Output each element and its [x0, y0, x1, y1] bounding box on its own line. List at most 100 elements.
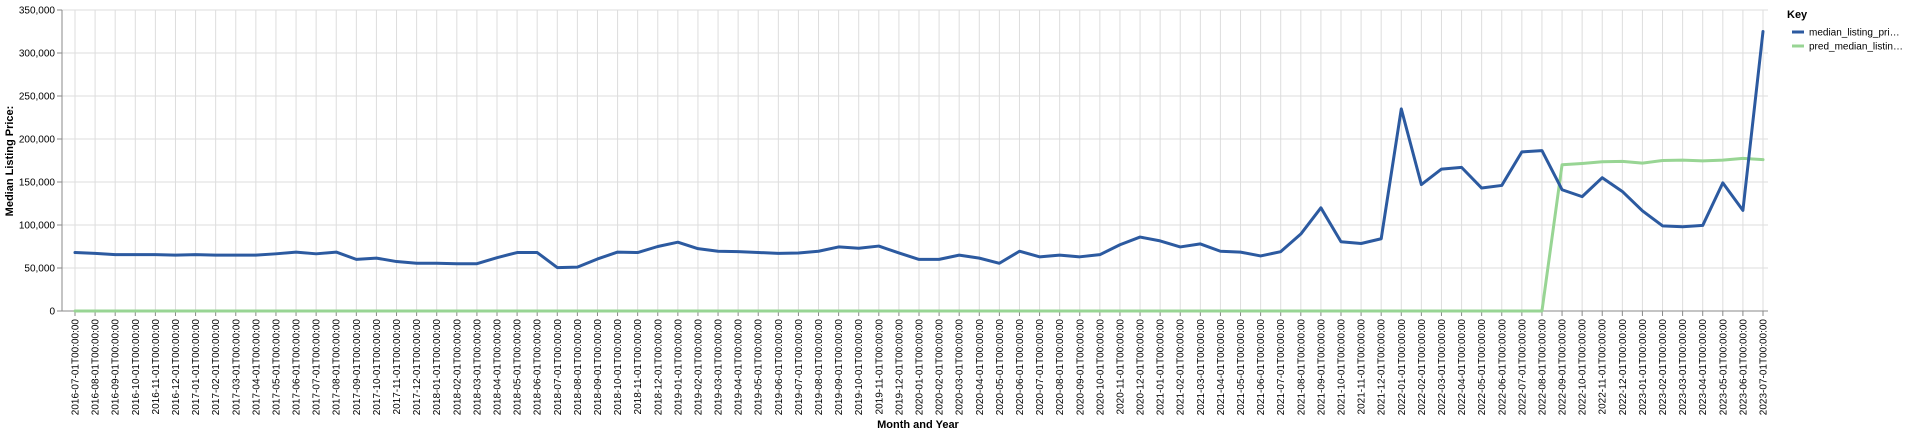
x-tick-label: 2016-12-01T00:00:00 [171, 319, 182, 416]
x-tick-label: 2019-11-01T00:00:00 [874, 319, 885, 415]
x-tick-label: 2020-06-01T00:00:00 [1015, 319, 1026, 416]
x-tick-label: 2021-02-01T00:00:00 [1176, 319, 1187, 416]
x-tick-label: 2017-04-01T00:00:00 [251, 319, 262, 416]
x-tick-label: 2023-05-01T00:00:00 [1718, 319, 1729, 416]
x-tick-label: 2020-11-01T00:00:00 [1115, 319, 1126, 415]
x-tick-label: 2021-11-01T00:00:00 [1357, 319, 1368, 415]
x-tick-label: 2020-02-01T00:00:00 [935, 319, 946, 416]
series-lines [73, 30, 1765, 313]
x-tick-label: 2019-05-01T00:00:00 [754, 319, 765, 416]
series-line [73, 30, 1765, 270]
y-tick-label: 300,000 [19, 49, 56, 60]
x-tick-label: 2017-12-01T00:00:00 [412, 319, 423, 416]
x-tick-label: 2016-08-01T00:00:00 [91, 319, 102, 416]
legend-label: median_listing_pri… [1809, 28, 1900, 39]
x-tick-label: 2018-06-01T00:00:00 [533, 319, 544, 416]
x-tick-label: 2019-09-01T00:00:00 [834, 319, 845, 416]
x-tick-label: 2022-05-01T00:00:00 [1477, 319, 1488, 416]
x-tick-label: 2018-10-01T00:00:00 [613, 319, 624, 416]
x-tick-label: 2016-09-01T00:00:00 [111, 319, 122, 416]
x-tick-label: 2017-10-01T00:00:00 [372, 319, 383, 416]
x-tick-label: 2017-08-01T00:00:00 [332, 319, 343, 416]
x-tick-label: 2023-04-01T00:00:00 [1698, 319, 1709, 416]
x-tick-label: 2017-11-01T00:00:00 [392, 319, 403, 415]
x-tick-label: 2017-07-01T00:00:00 [312, 319, 323, 416]
x-tick-label: 2022-08-01T00:00:00 [1537, 319, 1548, 416]
y-tick-label: 250,000 [19, 92, 56, 103]
x-tick-label: 2018-11-01T00:00:00 [633, 319, 644, 415]
legend-title: Key [1787, 9, 1808, 21]
x-tick-label: 2019-02-01T00:00:00 [693, 319, 704, 416]
x-tick-label: 2018-05-01T00:00:00 [513, 319, 524, 416]
x-tick-label: 2016-10-01T00:00:00 [131, 319, 142, 416]
x-tick-label: 2022-04-01T00:00:00 [1457, 319, 1468, 416]
x-tick-label: 2018-04-01T00:00:00 [493, 319, 504, 416]
x-tick-label: 2020-04-01T00:00:00 [975, 319, 986, 416]
y-tick-label: 0 [49, 307, 55, 318]
legend-label: pred_median_listin… [1809, 42, 1903, 53]
x-tick-label: 2017-09-01T00:00:00 [352, 319, 363, 416]
x-tick-label: 2019-04-01T00:00:00 [734, 319, 745, 416]
x-tick-label: 2021-06-01T00:00:00 [1256, 319, 1267, 416]
x-tick-label: 2018-01-01T00:00:00 [432, 319, 443, 416]
x-tick-label: 2021-04-01T00:00:00 [1216, 319, 1227, 416]
x-tick-label: 2016-11-01T00:00:00 [151, 319, 162, 415]
x-tick-label: 2021-08-01T00:00:00 [1296, 319, 1307, 416]
x-tick-label: 2020-09-01T00:00:00 [1075, 319, 1086, 416]
y-axis-title: Median Listing Price: [4, 106, 16, 217]
x-tick-label: 2017-01-01T00:00:00 [191, 319, 202, 416]
y-tick-label: 100,000 [19, 221, 56, 232]
y-tick-label: 200,000 [19, 135, 56, 146]
x-tick-label: 2018-02-01T00:00:00 [452, 319, 463, 416]
x-tick-label: 2017-03-01T00:00:00 [231, 319, 242, 416]
x-tick-label: 2020-01-01T00:00:00 [915, 319, 926, 416]
x-tick-label: 2019-12-01T00:00:00 [894, 319, 905, 416]
x-tick-label: 2016-07-01T00:00:00 [71, 319, 82, 416]
x-axis-ticks: 2016-07-01T00:00:00 2016-08-01T00:00:00 20… [71, 311, 1770, 415]
x-tick-label: 2022-11-01T00:00:00 [1598, 319, 1609, 415]
x-tick-label: 2022-06-01T00:00:00 [1497, 319, 1508, 416]
x-tick-label: 2021-01-01T00:00:00 [1156, 319, 1167, 416]
y-tick-label: 150,000 [19, 178, 56, 189]
x-axis-title: Month and Year [877, 419, 959, 431]
x-tick-label: 2022-03-01T00:00:00 [1437, 319, 1448, 416]
x-tick-label: 2022-09-01T00:00:00 [1558, 319, 1569, 416]
x-tick-label: 2020-03-01T00:00:00 [955, 319, 966, 416]
x-tick-label: 2020-10-01T00:00:00 [1095, 319, 1106, 416]
x-tick-label: 2020-07-01T00:00:00 [1035, 319, 1046, 416]
x-tick-label: 2021-05-01T00:00:00 [1236, 319, 1247, 416]
x-tick-label: 2023-07-01T00:00:00 [1759, 319, 1770, 416]
x-tick-label: 2021-10-01T00:00:00 [1337, 319, 1348, 416]
x-tick-label: 2018-12-01T00:00:00 [653, 319, 664, 416]
x-tick-label: 2017-06-01T00:00:00 [292, 319, 303, 416]
x-tick-label: 2022-07-01T00:00:00 [1517, 319, 1528, 416]
x-tick-label: 2023-06-01T00:00:00 [1738, 319, 1749, 416]
x-tick-label: 2019-03-01T00:00:00 [714, 319, 725, 416]
x-tick-label: 2021-12-01T00:00:00 [1377, 319, 1388, 416]
x-tick-label: 2022-12-01T00:00:00 [1618, 319, 1629, 416]
x-tick-label: 2019-01-01T00:00:00 [673, 319, 684, 416]
x-tick-label: 2023-01-01T00:00:00 [1638, 319, 1649, 416]
x-tick-label: 2023-03-01T00:00:00 [1678, 319, 1689, 416]
series-line [73, 156, 1765, 313]
x-tick-label: 2019-10-01T00:00:00 [854, 319, 865, 416]
x-tick-label: 2022-02-01T00:00:00 [1417, 319, 1428, 416]
x-tick-label: 2018-09-01T00:00:00 [593, 319, 604, 416]
x-tick-label: 2018-03-01T00:00:00 [472, 319, 483, 416]
y-tick-label: 50,000 [24, 264, 55, 275]
axes [61, 10, 1768, 312]
y-tick-label: 350,000 [19, 6, 56, 17]
y-axis-ticks: 0 50,000 100,000 150,000 200,000 250,000 300,0… [19, 6, 62, 318]
x-tick-label: 2020-05-01T00:00:00 [995, 319, 1006, 416]
x-tick-label: 2021-07-01T00:00:00 [1276, 319, 1287, 416]
x-tick-label: 2023-02-01T00:00:00 [1658, 319, 1669, 416]
x-tick-label: 2022-01-01T00:00:00 [1397, 319, 1408, 416]
x-tick-label: 2019-07-01T00:00:00 [794, 319, 805, 416]
legend: Key median_listing_pri… pred_median_listi… [1787, 9, 1903, 53]
x-tick-label: 2018-07-01T00:00:00 [553, 319, 564, 416]
x-tick-label: 2021-03-01T00:00:00 [1196, 319, 1207, 416]
x-tick-label: 2019-08-01T00:00:00 [814, 319, 825, 416]
x-tick-label: 2017-02-01T00:00:00 [211, 319, 222, 416]
grid-lines [62, 9, 1768, 312]
